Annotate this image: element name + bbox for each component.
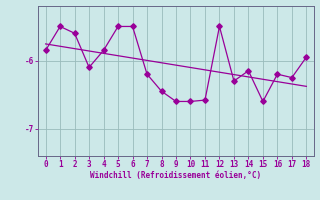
- X-axis label: Windchill (Refroidissement éolien,°C): Windchill (Refroidissement éolien,°C): [91, 171, 261, 180]
